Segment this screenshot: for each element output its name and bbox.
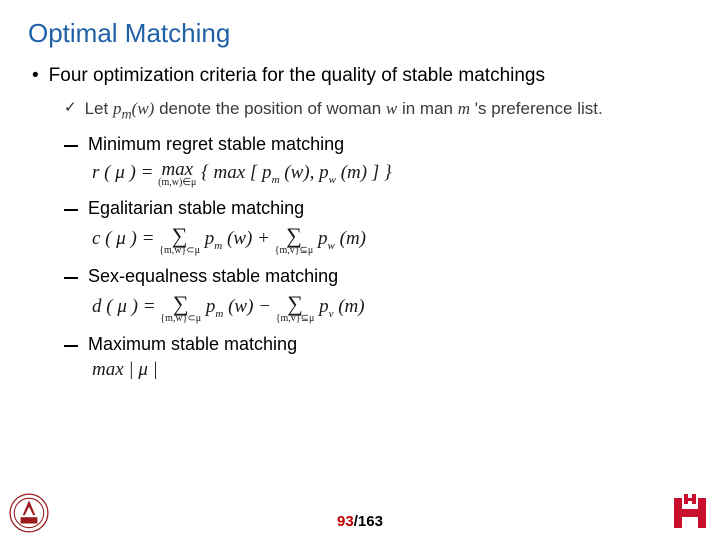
formula-text: r ( μ ) = max(m,w)∈μ { max [ pm (w), pw … (92, 162, 392, 183)
dash-icon (64, 209, 78, 211)
criterion-formula: c ( μ ) = ∑{m,w}⊂μ pm (w) + ∑{m,v}⊆μ pw … (28, 223, 692, 256)
dash-icon (64, 145, 78, 147)
criterion-item: Egalitarian stable matching (28, 198, 692, 219)
slide-container: Optimal Matching • Four optimization cri… (0, 0, 720, 381)
criterion-formula: r ( μ ) = max(m,w)∈μ { max [ pm (w), pw … (28, 159, 692, 188)
criterion-formula: max | μ | (28, 359, 692, 381)
criterion-item: Maximum stable matching (28, 334, 692, 355)
criterion-label: Maximum stable matching (88, 334, 297, 355)
criteria-list: Minimum regret stable matching r ( μ ) = … (28, 134, 692, 381)
dash-icon (64, 277, 78, 279)
main-bullet: • Four optimization criteria for the qua… (28, 65, 692, 88)
criterion-item: Sex-equalness stable matching (28, 266, 692, 287)
page-total: 163 (358, 513, 383, 530)
criterion-label: Egalitarian stable matching (88, 198, 304, 219)
criterion-label: Minimum regret stable matching (88, 134, 344, 155)
criterion-item: Minimum regret stable matching (28, 134, 692, 155)
formula-text: c ( μ ) = ∑{m,w}⊂μ pm (w) + ∑{m,v}⊆μ pw … (92, 228, 366, 249)
formula-text: d ( μ ) = ∑{m,w}⊂μ pm (w) − ∑{m,v}⊆μ pv … (92, 296, 365, 317)
checkmark-icon: ✓ (64, 98, 77, 116)
criterion-formula: d ( μ ) = ∑{m,w}⊂μ pm (w) − ∑{m,v}⊆μ pv … (28, 291, 692, 324)
dash-icon (64, 345, 78, 347)
slide-title: Optimal Matching (28, 18, 692, 49)
bullet-dot-icon: • (32, 65, 39, 88)
criterion-label: Sex-equalness stable matching (88, 266, 338, 287)
university-logo-right-icon (670, 494, 710, 532)
main-bullet-text: Four optimization criteria for the quali… (49, 65, 545, 87)
definition-text: Let pm(w) denote the position of woman w… (85, 98, 603, 125)
formula-text: max | μ | (92, 359, 158, 380)
page-number: 93/163 (0, 513, 720, 530)
definition-line: ✓ Let pm(w) denote the position of woman… (28, 98, 692, 125)
page-current: 93 (337, 513, 354, 530)
university-logo-left-icon (8, 492, 50, 534)
